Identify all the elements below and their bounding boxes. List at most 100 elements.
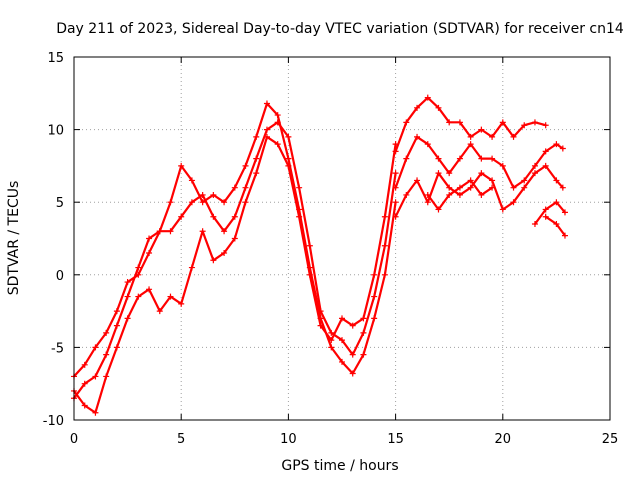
series-line xyxy=(533,201,567,226)
data-point xyxy=(467,177,474,184)
y-tick-labels: -10 -5 0 5 10 15 xyxy=(43,51,64,429)
data-point xyxy=(435,155,442,162)
data-point xyxy=(478,126,485,133)
data-point xyxy=(478,155,485,162)
data-point xyxy=(559,145,566,152)
data-point xyxy=(499,119,506,126)
data-point xyxy=(349,370,356,377)
data-point xyxy=(135,264,142,271)
data-point xyxy=(553,177,560,184)
x-tick-label: 15 xyxy=(387,432,404,447)
data-point xyxy=(553,141,560,148)
y-tick-label: 15 xyxy=(47,51,64,66)
x-tick-label: 20 xyxy=(495,432,512,447)
data-point xyxy=(467,133,474,140)
data-point xyxy=(542,162,549,169)
data-point xyxy=(253,133,260,140)
data-point xyxy=(446,170,453,177)
data-point xyxy=(414,133,421,140)
data-point xyxy=(349,322,356,329)
data-point xyxy=(339,315,345,322)
data-point xyxy=(499,206,506,213)
data-point xyxy=(521,177,528,184)
y-tick-label: -5 xyxy=(51,341,64,356)
data-point xyxy=(285,162,292,169)
data-point xyxy=(103,373,110,380)
data-point xyxy=(188,199,195,206)
data-point xyxy=(435,170,442,177)
y-tick-label: 5 xyxy=(56,196,64,211)
data-point xyxy=(510,133,517,140)
data-point xyxy=(221,228,228,235)
data-point xyxy=(221,250,228,257)
data-point xyxy=(92,373,99,380)
data-point xyxy=(531,162,538,169)
data-point xyxy=(392,199,399,206)
data-point xyxy=(531,220,538,227)
data-point xyxy=(188,264,195,271)
data-point xyxy=(360,329,367,336)
data-point xyxy=(306,271,313,278)
data-point xyxy=(178,300,185,307)
plot-frame xyxy=(73,56,611,421)
data-point xyxy=(81,361,88,368)
data-point xyxy=(124,315,131,322)
data-point xyxy=(435,206,442,213)
data-point xyxy=(178,213,185,220)
data-point xyxy=(542,213,549,220)
series-track-g xyxy=(424,177,496,213)
data-point xyxy=(510,184,517,191)
data-point xyxy=(360,315,367,322)
data-point xyxy=(531,119,538,126)
series-track-i xyxy=(542,213,568,239)
y-axis-label: SDTVAR / TECUs xyxy=(6,181,22,296)
data-point xyxy=(414,104,421,111)
x-tick-label: 10 xyxy=(280,432,297,447)
data-point xyxy=(456,191,463,198)
data-point xyxy=(328,344,335,351)
data-point xyxy=(199,199,206,206)
data-point xyxy=(188,177,195,184)
data-point xyxy=(167,199,174,206)
series-track-e xyxy=(392,133,566,191)
data-point xyxy=(296,184,303,191)
data-point xyxy=(499,162,506,169)
data-point xyxy=(274,112,281,119)
data-point xyxy=(81,380,88,387)
data-point xyxy=(478,191,485,198)
data-point xyxy=(521,184,528,191)
data-point xyxy=(113,308,120,315)
x-axis-label: GPS time / hours xyxy=(281,458,398,474)
data-point xyxy=(467,184,474,191)
data-point xyxy=(559,184,566,191)
data-point xyxy=(135,293,142,300)
y-tick-label: 10 xyxy=(47,124,64,139)
data-point xyxy=(403,119,410,126)
data-point xyxy=(285,155,292,162)
data-point xyxy=(146,235,153,242)
series-layer xyxy=(71,94,568,416)
data-point xyxy=(242,184,249,191)
x-tick-label: 5 xyxy=(177,432,185,447)
ticks xyxy=(73,56,611,421)
data-point xyxy=(424,199,431,206)
data-point xyxy=(103,351,110,358)
data-point xyxy=(156,308,163,315)
data-point xyxy=(371,293,378,300)
data-point xyxy=(371,271,378,278)
data-point xyxy=(242,199,249,206)
data-point xyxy=(446,184,453,191)
data-point xyxy=(446,191,453,198)
data-point xyxy=(263,126,270,133)
data-point xyxy=(253,170,260,177)
data-point xyxy=(414,177,421,184)
data-point xyxy=(360,351,367,358)
data-point xyxy=(263,133,270,140)
data-point xyxy=(489,133,496,140)
data-point xyxy=(489,184,496,191)
x-tick-labels: 0 5 10 15 20 25 xyxy=(70,432,618,447)
data-point xyxy=(349,351,356,358)
data-point xyxy=(113,322,120,329)
data-point xyxy=(113,344,120,351)
